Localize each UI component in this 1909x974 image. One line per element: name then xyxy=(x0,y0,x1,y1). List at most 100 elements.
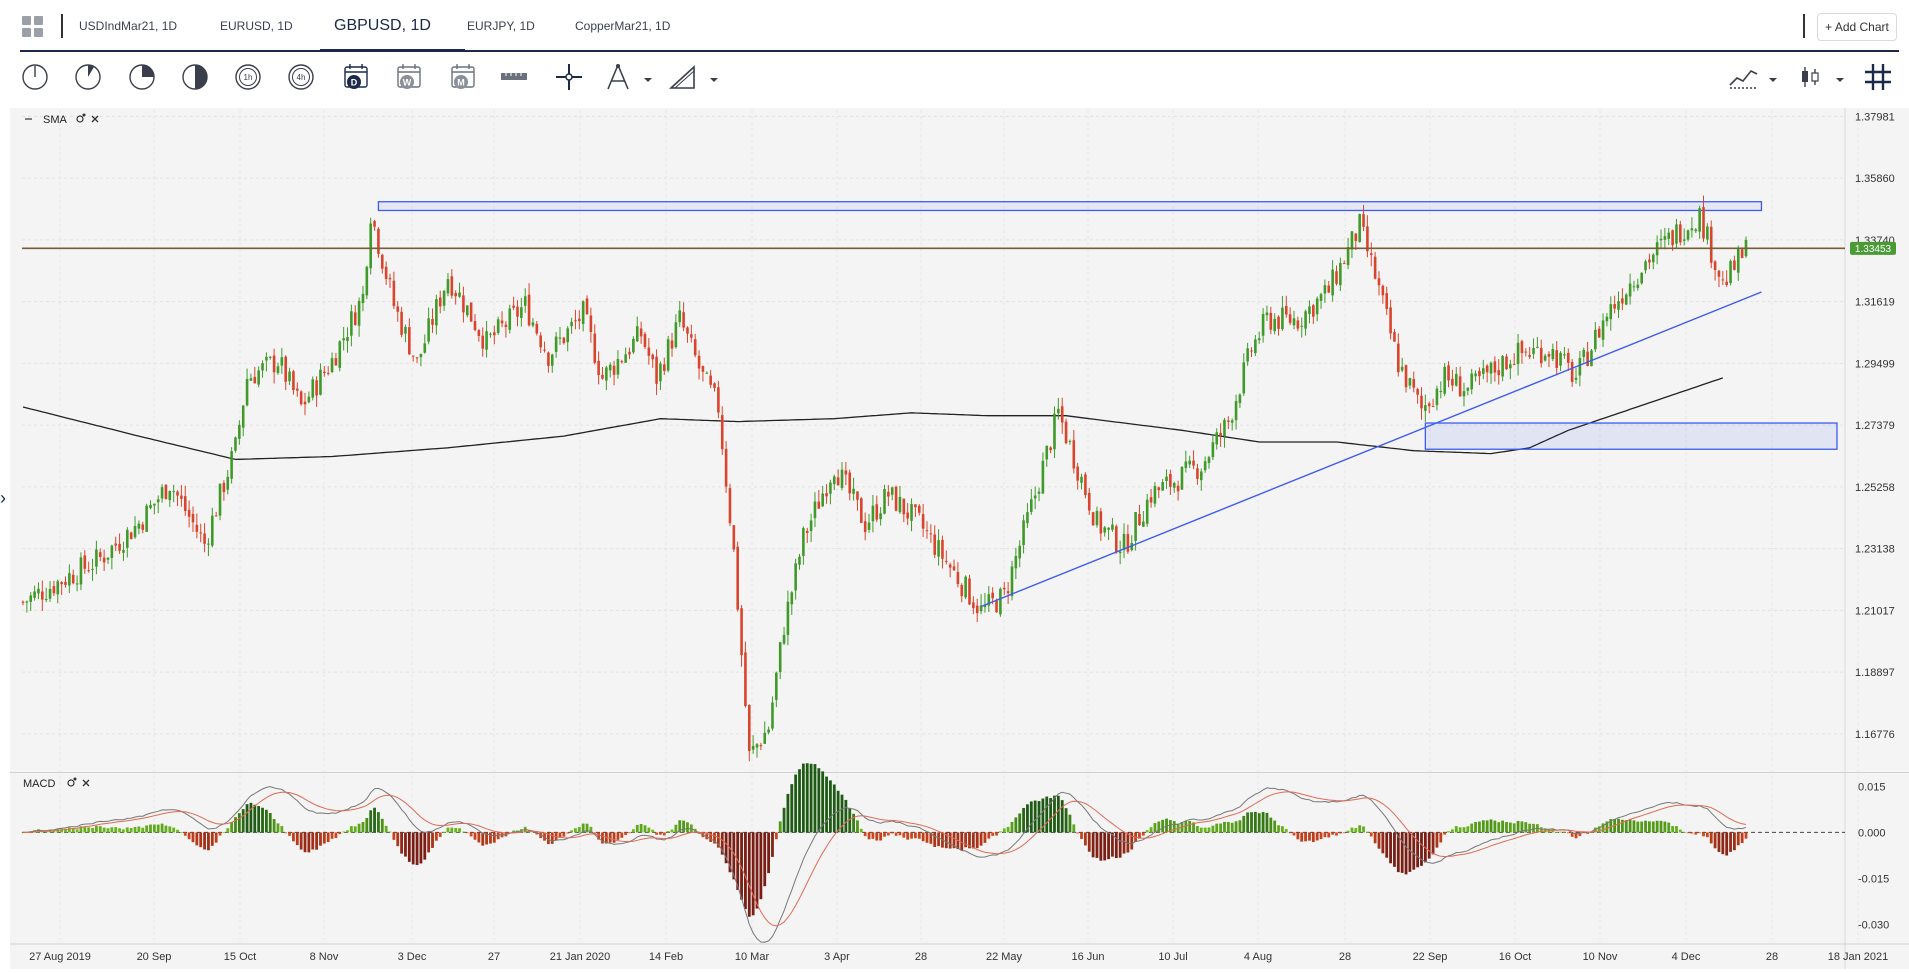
chart-area[interactable]: 1.37981 1.35860 1.33740 1.31619 1.29499 1.273… xyxy=(10,108,1909,969)
macd-histogram-bar xyxy=(91,827,94,833)
ruler-icon[interactable] xyxy=(498,61,530,93)
candle-body xyxy=(83,555,87,569)
clock-1-icon[interactable] xyxy=(19,61,51,93)
macd-histogram-bar xyxy=(728,832,732,873)
macd-histogram-bar xyxy=(786,793,790,833)
candle-body xyxy=(98,552,102,558)
crosshair-icon[interactable] xyxy=(553,61,585,93)
clock-3-icon[interactable] xyxy=(126,61,158,93)
macd-histogram-bar xyxy=(666,830,670,833)
macd-histogram-bar xyxy=(1574,832,1578,839)
chevron-down-icon[interactable] xyxy=(643,72,653,82)
chevron-down-icon[interactable] xyxy=(1768,72,1778,82)
macd-histogram-bar xyxy=(1269,817,1273,833)
settings-icon[interactable] xyxy=(67,777,77,787)
candle-body xyxy=(303,401,307,405)
macd-histogram-bar xyxy=(709,832,713,842)
candle-body xyxy=(747,705,751,751)
candle-body xyxy=(172,491,175,493)
tab-usdindmar21[interactable]: USDIndMar21, 1D xyxy=(79,19,178,33)
macd-histogram-bar xyxy=(809,763,813,833)
tab-eurusd[interactable]: EURUSD, 1D xyxy=(220,19,293,33)
candle-body xyxy=(1145,499,1149,524)
candle-body xyxy=(95,549,98,567)
candle-body xyxy=(906,512,909,519)
candle-body xyxy=(1509,364,1512,369)
calendar-month-icon[interactable]: M xyxy=(447,61,479,93)
chart-canvas[interactable]: 1.379811.358601.337401.316191.294991.273… xyxy=(10,108,1909,969)
pen-tool-icon[interactable] xyxy=(667,61,699,93)
candle-body xyxy=(1431,406,1435,408)
candle-body xyxy=(1539,347,1543,364)
line-style-icon[interactable] xyxy=(1727,61,1759,93)
candle-body xyxy=(1559,352,1562,366)
macd-histogram-bar xyxy=(759,832,763,900)
y-axis-label: 1.37981 xyxy=(1855,111,1895,123)
tab-coppermar21[interactable]: CopperMar21, 1D xyxy=(575,19,671,33)
candle-body xyxy=(848,472,852,494)
macd-histogram-bar xyxy=(106,828,110,833)
macd-histogram-bar xyxy=(288,832,291,836)
candle-body xyxy=(265,356,268,361)
candle-body xyxy=(292,371,295,391)
macd-histogram-bar xyxy=(774,832,778,840)
candle-body xyxy=(33,591,36,598)
add-chart-button[interactable]: + Add Chart xyxy=(1817,13,1897,41)
clock-2-icon[interactable] xyxy=(72,61,104,93)
candle-body xyxy=(995,600,998,613)
candle-body xyxy=(894,486,898,511)
chevron-down-icon[interactable] xyxy=(709,72,719,82)
macd-histogram-bar xyxy=(925,832,929,843)
x-axis-label: 3 Apr xyxy=(824,951,850,963)
macd-histogram-bar xyxy=(1373,832,1377,844)
macd-histogram-bar xyxy=(110,827,114,833)
macd-histogram-bar xyxy=(214,832,218,843)
candle-body xyxy=(1485,365,1489,373)
macd-histogram-bar xyxy=(1570,832,1574,837)
tab-gbpusd[interactable]: GBPUSD, 1D xyxy=(320,0,465,52)
calendar-week-icon[interactable]: W xyxy=(393,61,425,93)
macd-line xyxy=(22,786,1747,943)
macd-histogram-bar xyxy=(1675,826,1678,833)
macd-histogram-bar xyxy=(647,827,651,833)
chevron-down-icon[interactable] xyxy=(1835,72,1845,82)
candle-body xyxy=(469,302,473,322)
candle-body xyxy=(496,319,500,333)
macd-histogram-bar xyxy=(446,827,450,833)
macd-histogram-bar xyxy=(1389,832,1392,864)
candle-body xyxy=(384,266,388,279)
candle-body xyxy=(276,366,280,374)
candle-body xyxy=(1621,298,1624,304)
candle-body xyxy=(380,254,384,269)
macd-histogram-bar xyxy=(1226,822,1230,833)
candle-body xyxy=(1613,304,1616,309)
candle-body xyxy=(921,514,925,529)
clock-4-icon[interactable] xyxy=(179,61,211,93)
candle-body xyxy=(720,415,724,450)
candle-body xyxy=(435,299,438,326)
candle-type-icon[interactable] xyxy=(1794,61,1826,93)
svg-text:1h: 1h xyxy=(244,73,253,82)
candle-body xyxy=(1736,248,1740,273)
expand-panel-chevron-icon[interactable]: › xyxy=(0,488,6,508)
tab-eurjpy[interactable]: EURJPY, 1D xyxy=(467,19,535,33)
clock-5-icon[interactable]: 1h xyxy=(232,61,264,93)
candle-body xyxy=(1284,305,1288,315)
clock-6-icon[interactable]: 4h xyxy=(285,61,317,93)
x-axis-label: 21 Jan 2020 xyxy=(550,951,611,963)
candle-body xyxy=(798,556,801,565)
close-icon[interactable] xyxy=(82,779,90,787)
chart-grid-menu-icon[interactable] xyxy=(22,16,44,38)
macd-histogram-bar xyxy=(844,799,848,833)
candle-body xyxy=(149,504,152,509)
close-icon[interactable] xyxy=(91,115,99,123)
drawing-tool-icon[interactable] xyxy=(602,61,634,93)
settings-icon[interactable] xyxy=(76,113,86,123)
macd-histogram-bar xyxy=(535,832,539,835)
candle-body xyxy=(887,491,890,497)
calendar-day-icon[interactable]: D xyxy=(340,61,372,93)
candle-body xyxy=(68,573,71,586)
macd-histogram-bar xyxy=(1323,832,1327,838)
macd-histogram-bar xyxy=(1493,820,1497,833)
grid-toggle-icon[interactable] xyxy=(1862,61,1894,93)
